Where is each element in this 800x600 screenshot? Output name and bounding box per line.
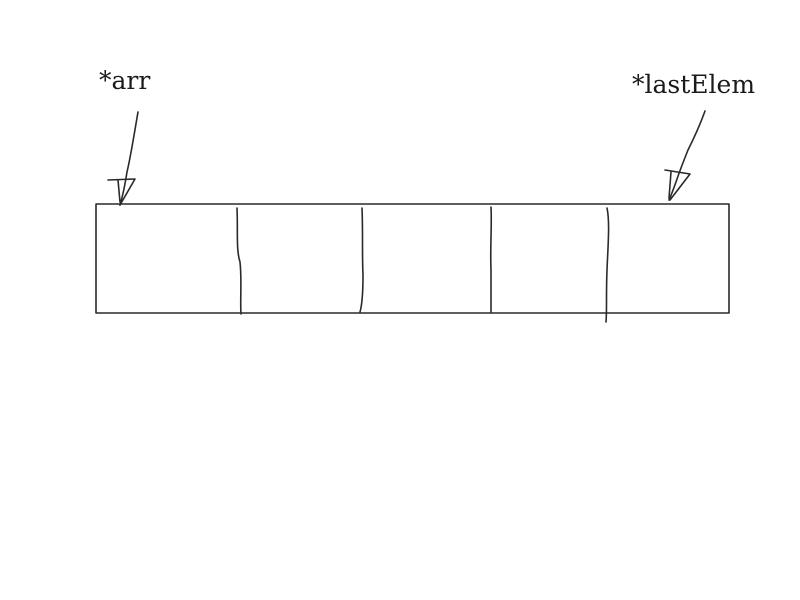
arr-pointer-label: *arr bbox=[99, 66, 151, 95]
cell-divider-3 bbox=[489, 206, 493, 313]
array-outline bbox=[95, 203, 730, 314]
arr-pointer-arrow bbox=[107, 111, 139, 206]
cell-divider-2 bbox=[359, 207, 364, 313]
last-elem-pointer-arrow bbox=[664, 110, 706, 201]
cell-divider-1 bbox=[236, 207, 242, 315]
last-elem-pointer-label: *lastElem bbox=[632, 70, 756, 99]
cell-divider-4 bbox=[605, 207, 610, 323]
